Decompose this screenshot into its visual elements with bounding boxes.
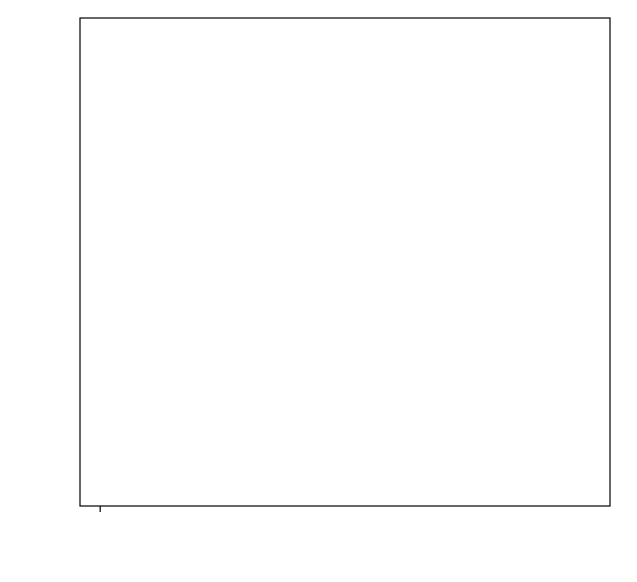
plot-bg bbox=[0, 0, 637, 582]
chart-container: { "chart": { "type": "step-line", "width… bbox=[0, 0, 637, 582]
cumulative-hazard-plot bbox=[0, 0, 637, 582]
